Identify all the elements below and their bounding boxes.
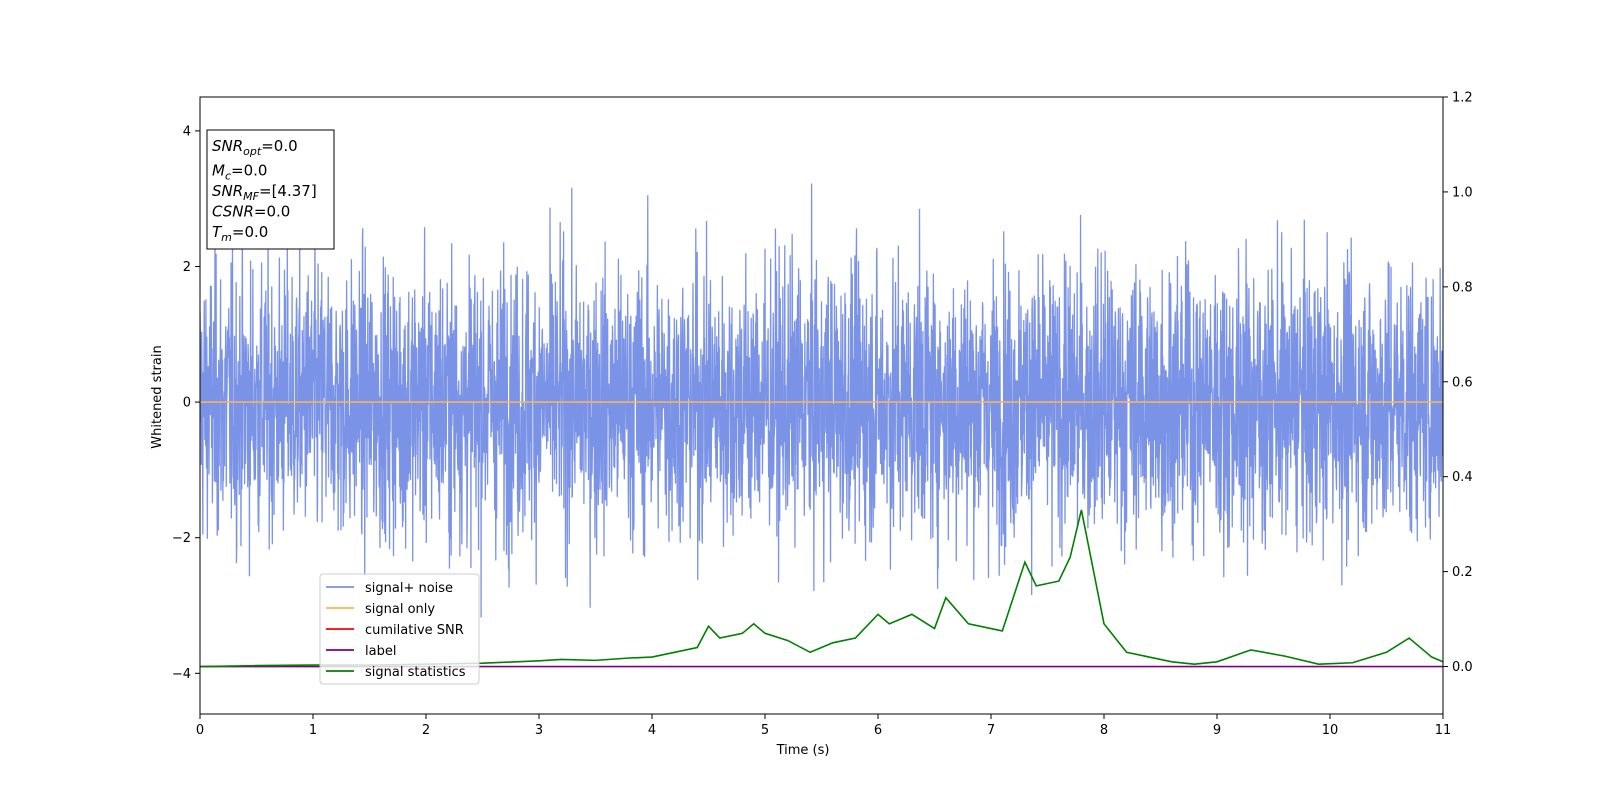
x-tick-label: 4 (648, 723, 656, 738)
info-line: CSNR=0.0 (212, 203, 290, 221)
y2-tick-label: 0.8 (1452, 280, 1473, 295)
x-axis-label: Time (s) (776, 743, 830, 758)
y-tick-label: 4 (183, 124, 191, 139)
legend-label: signal+ noise (365, 581, 453, 596)
x-tick-label: 10 (1322, 723, 1339, 738)
x-tick-label: 5 (761, 723, 769, 738)
axes: 0 1 2 3 4 5 6 7 8 9 10 11 −4 −2 0 2 4 0.0 0.2 0.4 0.6 0.8 1.0 1… (172, 91, 1473, 739)
plot-frame (199, 96, 1444, 715)
legend-label: signal only (365, 602, 435, 617)
x-tick-label: 6 (874, 723, 882, 738)
x-tick-label: 0 (196, 723, 204, 738)
y2-tick-label: 0.6 (1452, 375, 1473, 390)
info-box-frame (206, 129, 335, 250)
legend-frame (319, 573, 480, 685)
x-tick-label: 8 (1100, 723, 1108, 738)
legend-label: cumilative SNR (365, 623, 464, 638)
series-line-signal-noise (200, 183, 1443, 618)
info-line: Tm=0.0 (212, 223, 268, 244)
y2-tick-label: 0.0 (1452, 660, 1473, 675)
series-line-signal-statistics (200, 509, 1443, 668)
y-tick-label: 0 (183, 396, 191, 411)
y2-tick-label: 1.0 (1452, 185, 1473, 200)
info-line: SNRopt=0.0 (212, 137, 298, 158)
x-tick-label: 9 (1213, 723, 1221, 738)
y-tick-label: 2 (183, 260, 191, 275)
legend-label: signal statistics (365, 665, 466, 680)
x-tick-label: 1 (309, 723, 317, 738)
y2-tick-label: 0.4 (1452, 470, 1473, 485)
y-axis-label: Whitened strain (150, 345, 165, 448)
x-tick-label: 3 (535, 723, 543, 738)
info-line: Mc=0.0 (212, 162, 267, 183)
x-tick-label: 11 (1435, 723, 1452, 738)
legend-label: label (365, 644, 396, 659)
y2-tick-label: 1.2 (1452, 91, 1473, 106)
y2-tick-label: 0.2 (1452, 565, 1473, 580)
info-line: SNRMF=[4.37] (212, 182, 317, 203)
y-tick-label: −2 (172, 531, 191, 546)
x-tick-label: 2 (422, 723, 430, 738)
x-tick-label: 7 (987, 723, 995, 738)
legend: signal+ noise signal only cumilative SNR la… (319, 573, 480, 685)
y-tick-label: −4 (172, 667, 191, 682)
